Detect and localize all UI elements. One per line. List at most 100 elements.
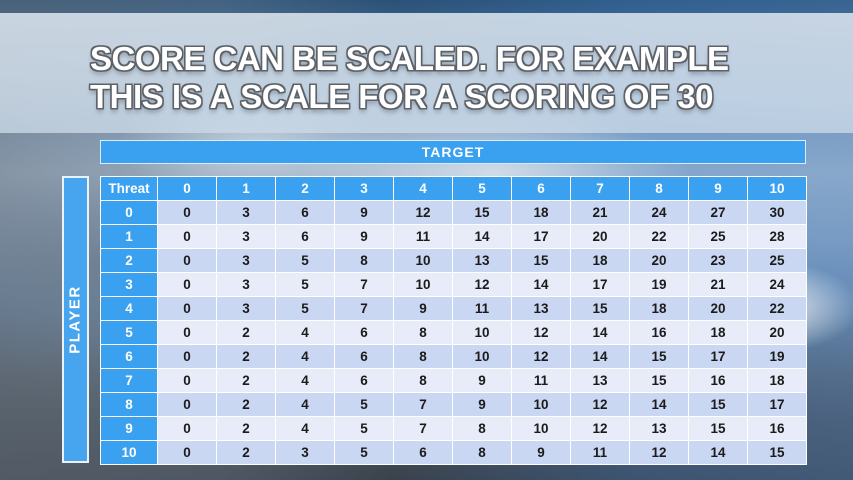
score-cell: 4 (275, 320, 335, 345)
score-cell: 7 (393, 416, 453, 441)
score-cell: 15 (452, 200, 512, 225)
score-cell: 16 (747, 416, 807, 441)
score-cell: 9 (452, 392, 512, 417)
score-cell: 2 (216, 320, 276, 345)
score-cell: 27 (688, 200, 748, 225)
target-header: TARGET (100, 140, 806, 164)
score-cell: 8 (393, 344, 453, 369)
table-row: 2 0 3 5 8 10 13 15 18 20 23 25 (100, 248, 807, 273)
score-cell: 4 (275, 368, 335, 393)
table-row: 1 0 3 6 9 11 14 17 20 22 25 28 (100, 224, 807, 249)
score-cell: 5 (334, 440, 394, 465)
score-cell: 8 (393, 368, 453, 393)
score-cell: 12 (511, 344, 571, 369)
score-cell: 14 (511, 272, 571, 297)
title-band: SCORE CAN BE SCALED. FOR EXAMPLE THIS IS… (0, 13, 853, 133)
table-row: 4 0 3 5 7 9 11 13 15 18 20 22 (100, 296, 807, 321)
column-header-cell: 10 (747, 176, 807, 201)
score-cell: 11 (570, 440, 630, 465)
score-cell: 11 (393, 224, 453, 249)
score-cell: 10 (511, 416, 571, 441)
title-line-2: THIS IS A SCALE FOR A SCORING OF 30 (90, 78, 714, 115)
score-cell: 4 (275, 344, 335, 369)
score-cell: 10 (393, 248, 453, 273)
score-cell: 6 (334, 320, 394, 345)
score-cell: 4 (275, 416, 335, 441)
score-cell: 18 (511, 200, 571, 225)
score-cell: 14 (629, 392, 689, 417)
score-cell: 10 (511, 392, 571, 417)
score-cell: 5 (334, 392, 394, 417)
row-header-cell: 5 (100, 320, 158, 345)
score-cell: 16 (629, 320, 689, 345)
table-row: 8 0 2 4 5 7 9 10 12 14 15 17 (100, 392, 807, 417)
player-header: PLAYER (62, 176, 89, 463)
score-cell: 20 (747, 320, 807, 345)
score-cell: 0 (157, 344, 217, 369)
score-cell: 6 (275, 224, 335, 249)
score-cell: 9 (393, 296, 453, 321)
row-header-cell: 0 (100, 200, 158, 225)
score-cell: 15 (570, 296, 630, 321)
score-cell: 20 (688, 296, 748, 321)
score-cell: 3 (216, 296, 276, 321)
score-cell: 30 (747, 200, 807, 225)
score-cell: 18 (570, 248, 630, 273)
score-cell: 2 (216, 368, 276, 393)
row-header-cell: 10 (100, 440, 158, 465)
table-row: 5 0 2 4 6 8 10 12 14 16 18 20 (100, 320, 807, 345)
score-cell: 18 (688, 320, 748, 345)
score-cell: 25 (688, 224, 748, 249)
score-cell: 16 (688, 368, 748, 393)
score-cell: 5 (275, 296, 335, 321)
table-head: Threat 0 1 2 3 4 5 6 7 8 9 10 (100, 176, 807, 201)
score-cell: 20 (570, 224, 630, 249)
table-body: 0 0 3 6 9 12 15 18 21 24 27 30 1 0 3 6 9 11 14 17 20 22 25 28 2 0… (100, 200, 807, 465)
score-cell: 10 (452, 344, 512, 369)
score-cell: 11 (452, 296, 512, 321)
score-cell: 12 (393, 200, 453, 225)
column-header-cell: 8 (629, 176, 689, 201)
score-cell: 12 (511, 320, 571, 345)
score-cell: 17 (747, 392, 807, 417)
score-cell: 17 (570, 272, 630, 297)
score-cell: 0 (157, 440, 217, 465)
score-cell: 2 (216, 344, 276, 369)
score-cell: 15 (747, 440, 807, 465)
column-header-cell: 2 (275, 176, 335, 201)
score-cell: 21 (570, 200, 630, 225)
score-cell: 25 (747, 248, 807, 273)
score-cell: 2 (216, 392, 276, 417)
row-header-cell: 3 (100, 272, 158, 297)
table-row: 3 0 3 5 7 10 12 14 17 19 21 24 (100, 272, 807, 297)
row-header-cell: 2 (100, 248, 158, 273)
row-header-cell: 4 (100, 296, 158, 321)
score-cell: 8 (452, 416, 512, 441)
score-cell: 14 (452, 224, 512, 249)
row-header-cell: 1 (100, 224, 158, 249)
score-cell: 3 (216, 248, 276, 273)
column-header-cell: 0 (157, 176, 217, 201)
score-cell: 8 (452, 440, 512, 465)
score-cell: 6 (393, 440, 453, 465)
score-cell: 21 (688, 272, 748, 297)
table-row: 10 0 2 3 5 6 8 9 11 12 14 15 (100, 440, 807, 465)
row-header-cell: 9 (100, 416, 158, 441)
column-header-cell: 4 (393, 176, 453, 201)
row-header-cell: 8 (100, 392, 158, 417)
score-cell: 3 (216, 200, 276, 225)
score-cell: 0 (157, 368, 217, 393)
column-header-cell: 6 (511, 176, 571, 201)
score-cell: 7 (334, 296, 394, 321)
header-row: Threat 0 1 2 3 4 5 6 7 8 9 10 (100, 176, 807, 201)
table-row: 9 0 2 4 5 7 8 10 12 13 15 16 (100, 416, 807, 441)
page-title: SCORE CAN BE SCALED. FOR EXAMPLE THIS IS… (90, 40, 729, 116)
score-cell: 19 (629, 272, 689, 297)
score-cell: 3 (216, 224, 276, 249)
score-cell: 0 (157, 296, 217, 321)
score-cell: 12 (570, 416, 630, 441)
player-header-label: PLAYER (67, 285, 84, 354)
score-cell: 17 (511, 224, 571, 249)
score-cell: 3 (275, 440, 335, 465)
